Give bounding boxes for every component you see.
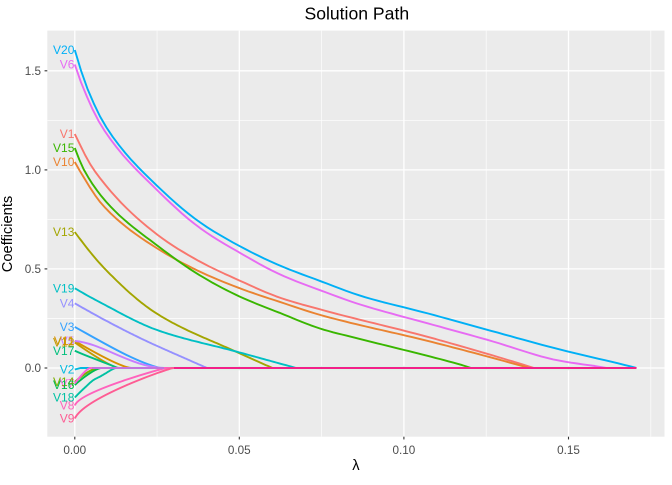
svg-text:V19: V19 <box>53 282 75 296</box>
svg-text:V5: V5 <box>60 334 75 348</box>
svg-text:0.00: 0.00 <box>63 444 86 457</box>
svg-text:V2: V2 <box>60 363 75 377</box>
svg-text:Solution Path: Solution Path <box>304 4 409 24</box>
svg-text:V8: V8 <box>60 399 75 413</box>
svg-text:V3: V3 <box>60 320 75 334</box>
svg-text:0.05: 0.05 <box>228 444 251 457</box>
svg-text:V20: V20 <box>53 43 75 57</box>
svg-text:V4: V4 <box>60 297 75 311</box>
svg-text:0.10: 0.10 <box>393 444 416 457</box>
svg-text:V9: V9 <box>60 412 75 426</box>
svg-text:V10: V10 <box>53 155 75 169</box>
svg-text:1.0: 1.0 <box>25 164 42 177</box>
svg-text:0.15: 0.15 <box>557 444 580 457</box>
svg-text:λ: λ <box>352 458 360 474</box>
svg-text:V11: V11 <box>54 334 75 348</box>
svg-text:0.5: 0.5 <box>25 263 42 276</box>
svg-text:V1: V1 <box>60 127 75 141</box>
svg-text:0.0: 0.0 <box>25 362 42 375</box>
svg-text:V12: V12 <box>53 336 75 350</box>
svg-text:V15: V15 <box>53 141 75 155</box>
svg-text:V13: V13 <box>53 225 75 239</box>
svg-text:V18: V18 <box>53 391 75 405</box>
svg-text:V14: V14 <box>53 375 75 389</box>
svg-text:V6: V6 <box>60 58 75 72</box>
svg-text:V17: V17 <box>53 344 75 358</box>
svg-text:V16: V16 <box>53 378 75 392</box>
svg-text:V7: V7 <box>60 377 75 391</box>
svg-text:1.5: 1.5 <box>25 65 42 78</box>
svg-text:Coefficients: Coefficients <box>0 196 16 272</box>
